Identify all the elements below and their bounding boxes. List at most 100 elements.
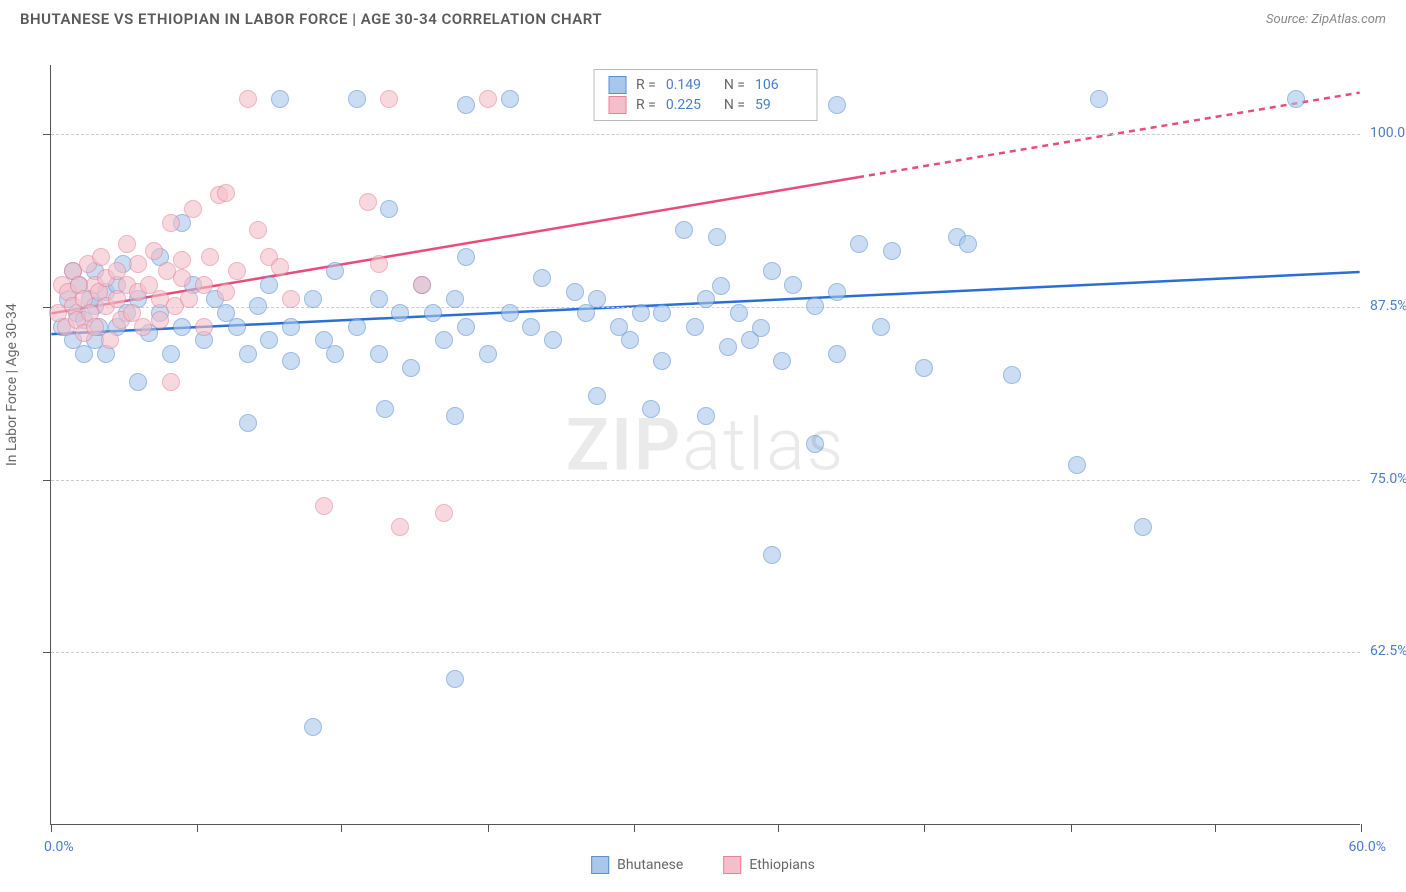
data-point (162, 214, 180, 232)
data-point (773, 352, 791, 370)
legend-item-ethiopians: Ethiopians (723, 856, 814, 874)
data-point (304, 290, 322, 308)
data-point (151, 311, 169, 329)
legend-series: Bhutanese Ethiopians (591, 856, 815, 874)
swatch-bhutanese (591, 856, 609, 874)
data-point (959, 235, 977, 253)
data-point (501, 90, 519, 108)
data-point (588, 290, 606, 308)
data-point (653, 352, 671, 370)
legend-stats: R = 0.149 N = 106 R = 0.225 N = 59 (593, 69, 818, 121)
data-point (719, 338, 737, 356)
data-point (249, 297, 267, 315)
data-point (653, 304, 671, 322)
data-point (260, 331, 278, 349)
x-axis-min-label: 0.0% (44, 839, 74, 855)
data-point (348, 318, 366, 336)
chart-source: Source: ZipAtlas.com (1266, 12, 1386, 27)
y-tick-label: 62.5% (1370, 643, 1406, 659)
data-point (675, 221, 693, 239)
data-point (479, 345, 497, 363)
data-point (239, 345, 257, 363)
data-point (479, 90, 497, 108)
data-point (686, 318, 704, 336)
data-point (1287, 90, 1305, 108)
data-point (201, 248, 219, 266)
data-point (180, 290, 198, 308)
data-point (376, 400, 394, 418)
data-point (457, 318, 475, 336)
legend-label: Ethiopians (749, 857, 814, 873)
chart-title: BHUTANESE VS ETHIOPIAN IN LABOR FORCE | … (20, 10, 602, 28)
data-point (145, 242, 163, 260)
data-point (566, 283, 584, 301)
data-point (1003, 366, 1021, 384)
data-point (642, 400, 660, 418)
data-point (370, 345, 388, 363)
data-point (282, 318, 300, 336)
data-point (872, 318, 890, 336)
data-point (712, 277, 730, 295)
data-point (588, 387, 606, 405)
data-point (850, 235, 868, 253)
data-point (348, 90, 366, 108)
data-point (435, 331, 453, 349)
swatch-ethiopians (723, 856, 741, 874)
data-point (326, 262, 344, 280)
data-point (315, 497, 333, 515)
y-tick-label: 75.0% (1370, 471, 1406, 487)
data-point (915, 359, 933, 377)
legend-stats-row: R = 0.149 N = 106 (608, 76, 803, 94)
data-point (424, 304, 442, 322)
swatch-ethiopians (608, 96, 626, 114)
data-point (828, 283, 846, 301)
data-point (763, 546, 781, 564)
data-point (806, 435, 824, 453)
trend-lines (51, 65, 1360, 824)
data-point (435, 504, 453, 522)
data-point (173, 251, 191, 269)
data-point (370, 255, 388, 273)
data-point (282, 290, 300, 308)
data-point (380, 90, 398, 108)
data-point (195, 276, 213, 294)
data-point (304, 718, 322, 736)
data-point (239, 414, 257, 432)
data-point (446, 407, 464, 425)
y-tick-label: 100.0% (1370, 125, 1406, 141)
data-point (784, 276, 802, 294)
data-point (544, 331, 562, 349)
data-point (101, 331, 119, 349)
legend-stats-row: R = 0.225 N = 59 (608, 96, 803, 114)
data-point (697, 407, 715, 425)
data-point (632, 304, 650, 322)
chart-header: BHUTANESE VS ETHIOPIAN IN LABOR FORCE | … (0, 0, 1406, 36)
data-point (730, 304, 748, 322)
data-point (446, 670, 464, 688)
data-point (118, 235, 136, 253)
data-point (129, 255, 147, 273)
data-point (260, 276, 278, 294)
data-point (134, 318, 152, 336)
data-point (621, 331, 639, 349)
legend-item-bhutanese: Bhutanese (591, 856, 683, 874)
data-point (217, 184, 235, 202)
data-point (162, 345, 180, 363)
data-point (391, 304, 409, 322)
data-point (173, 269, 191, 287)
data-point (86, 318, 104, 336)
data-point (522, 318, 540, 336)
data-point (806, 297, 824, 315)
data-point (402, 359, 420, 377)
data-point (249, 221, 267, 239)
data-point (828, 96, 846, 114)
data-point (195, 318, 213, 336)
legend-label: Bhutanese (617, 857, 683, 873)
data-point (173, 318, 191, 336)
data-point (828, 345, 846, 363)
data-point (380, 200, 398, 218)
data-point (697, 290, 715, 308)
chart-container: In Labor Force | Age 30-34 ZIPatlas R = … (0, 40, 1406, 892)
y-axis-label: In Labor Force | Age 30-34 (4, 303, 20, 466)
data-point (282, 352, 300, 370)
